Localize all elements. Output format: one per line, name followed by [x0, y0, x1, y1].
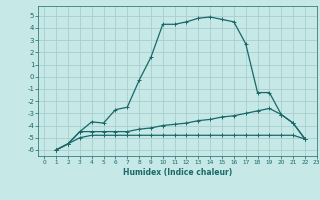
X-axis label: Humidex (Indice chaleur): Humidex (Indice chaleur) — [123, 168, 232, 177]
